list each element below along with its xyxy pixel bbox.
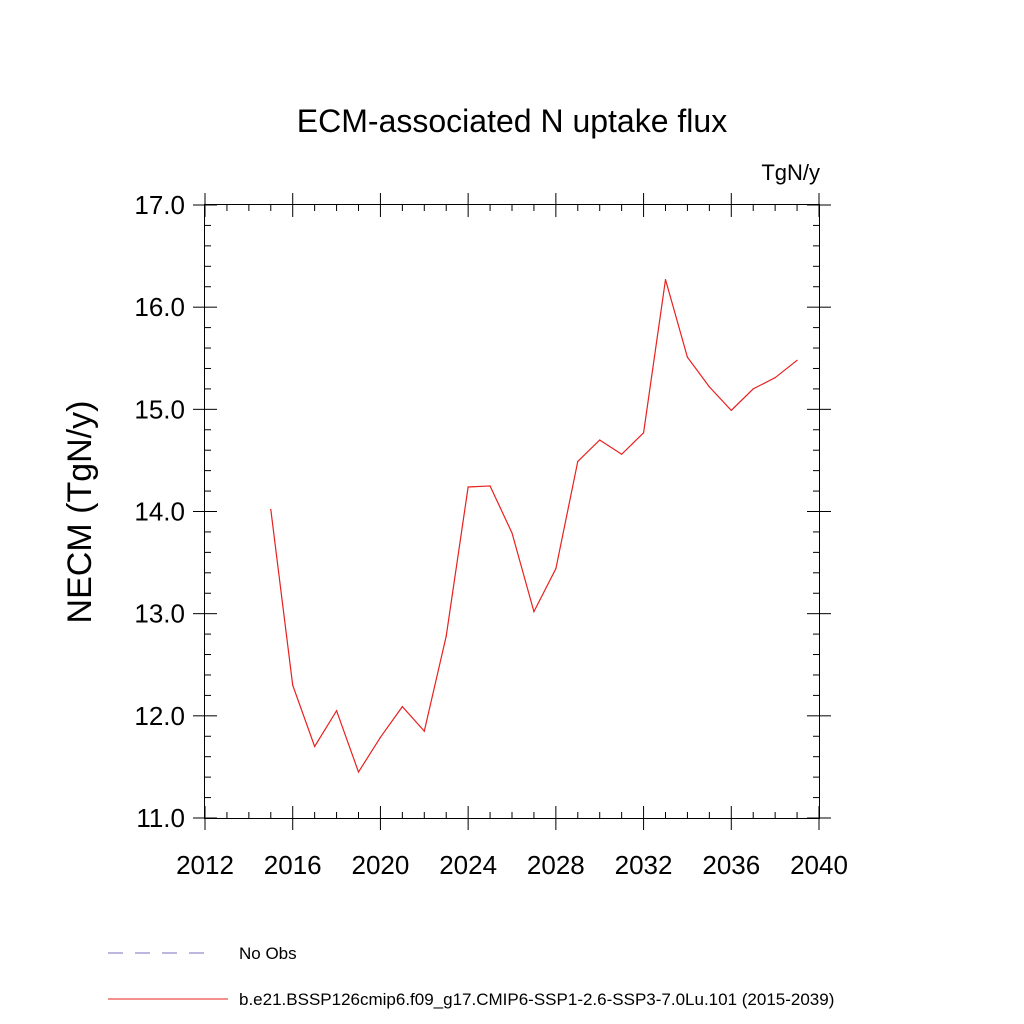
data-point [270,508,272,511]
x-axis-ticks: 2012 2016 2020 2024 2028 2032 2036 2040 [176,193,848,880]
units-label: TgN/y [761,160,820,185]
x-tick-label: 2024 [439,850,497,880]
x-tick-label: 2016 [264,850,322,880]
data-point [708,386,710,388]
x-tick-label: 2012 [176,850,234,880]
y-tick-label: 12.0 [134,701,185,731]
legend-label-model: b.e21.BSSP126cmip6.f09_g17.CMIP6-SSP1-2.… [239,990,834,1009]
data-point [664,278,667,281]
data-point [401,706,403,708]
series-line [270,279,798,774]
y-tick-label: 16.0 [134,292,185,322]
y-tick-label: 11.0 [136,803,185,833]
data-point [335,710,338,712]
y-tick-label: 17.0 [134,190,185,220]
data-point [489,485,491,487]
legend: No Obs b.e21.BSSP126cmip6.f09_g17.CMIP6-… [108,944,834,1009]
data-point [621,453,623,455]
y-tick-label: 15.0 [134,394,185,424]
y-tick-label: 14.0 [134,497,185,527]
data-point [314,745,316,748]
data-point [292,684,294,686]
legend-label-no-obs: No Obs [239,944,297,963]
data-point [796,359,798,361]
data-point [577,460,579,463]
y-axis-label: NECM (TgN/y) [61,401,99,624]
data-point [555,568,557,570]
data-point [686,356,689,358]
x-tick-label: 2036 [702,850,760,880]
data-point [445,635,447,637]
data-point [752,388,754,390]
data-point [379,736,382,738]
data-point [357,771,360,773]
data-point [423,730,425,732]
chart-title: ECM-associated N uptake flux [297,103,727,139]
data-point [467,486,469,488]
data-point [511,532,513,534]
data-point [533,611,535,613]
data-point [774,377,776,379]
x-tick-label: 2032 [615,850,673,880]
x-tick-label: 2020 [352,850,410,880]
x-tick-label: 2028 [527,850,585,880]
data-point [599,439,601,441]
y-tick-label: 13.0 [134,599,185,629]
data-point [730,409,732,411]
x-tick-label: 2040 [790,850,848,880]
data-point [642,432,645,434]
y-axis-ticks: 11.0 12.0 13.0 14.0 15.0 16.0 17.0 [134,190,831,833]
series-layer [270,278,798,774]
plot-frame [204,204,820,819]
